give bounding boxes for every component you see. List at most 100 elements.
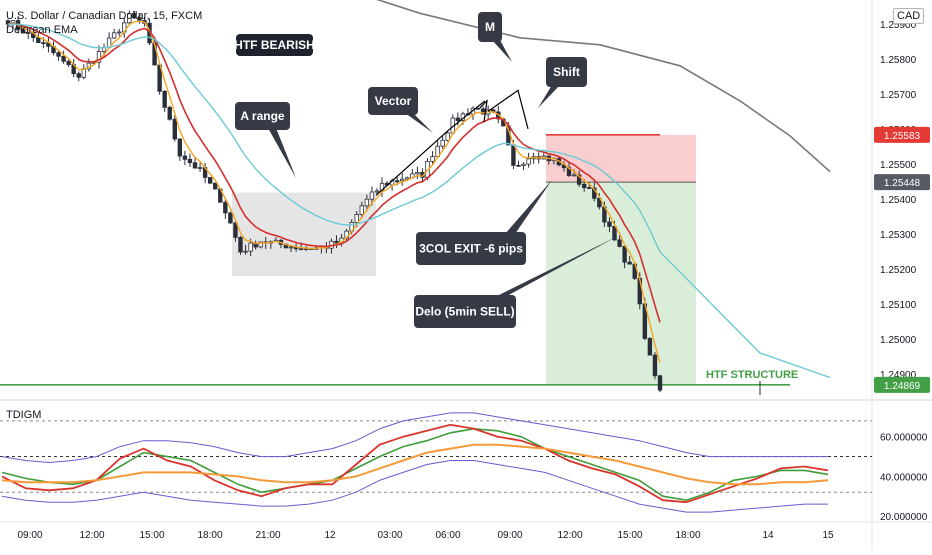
time-tick-label: 12: [324, 530, 336, 541]
price-tick-label: 1.25000: [880, 335, 917, 346]
candle-body: [576, 174, 582, 185]
price-tick-label: 1.25100: [880, 300, 917, 311]
sub-tick-label: 60.000000: [880, 433, 928, 444]
candle-body: [359, 205, 364, 215]
candle-body: [627, 261, 632, 265]
annotation-box: [416, 232, 526, 265]
candle-body: [223, 201, 228, 214]
time-tick-label: 06:00: [435, 530, 460, 541]
slow-ema-extension: [659, 251, 831, 379]
annotation-pointer: [505, 180, 552, 234]
annotation-pointer: [492, 40, 512, 62]
annotation-delo: Delo (5min SELL): [415, 305, 514, 319]
candle-body: [354, 214, 359, 223]
structure-price-tag-label: 1.24869: [884, 381, 921, 392]
candle-body: [394, 180, 400, 183]
stop-price-tag-label: 1.25583: [884, 131, 921, 142]
annotation-box: [546, 57, 587, 87]
candle-body: [415, 171, 420, 175]
candle-body: [26, 32, 31, 34]
red-ema-line: [7, 22, 661, 323]
candle-body: [607, 221, 612, 227]
annotation-shift: Shift: [553, 65, 580, 79]
candle-body: [96, 51, 102, 63]
annotation-vector: Vector: [375, 94, 412, 108]
currency-badge[interactable]: CAD: [893, 8, 925, 24]
time-tick-label: 09:00: [497, 530, 522, 541]
candle-body: [597, 197, 602, 208]
candle-body: [137, 17, 142, 21]
candle-body: [56, 52, 61, 57]
candle-body: [511, 144, 516, 166]
candle-body: [111, 32, 117, 39]
indicator-name: Delorean EMA: [6, 24, 78, 36]
annotation-pointer: [495, 236, 618, 297]
time-tick-label: 21:00: [255, 530, 280, 541]
time-tick-label: 12:00: [557, 530, 582, 541]
range-box: [232, 192, 376, 276]
annotation-htf-structure: HTF STRUCTURE: [706, 369, 798, 381]
candle-body: [41, 42, 46, 45]
candle-body: [405, 177, 410, 180]
candle-body: [440, 139, 445, 147]
annotation-pointer: [268, 128, 296, 178]
candle-body: [400, 178, 405, 182]
time-tick-label: 12:00: [79, 530, 104, 541]
price-tick-label: 1.25200: [880, 265, 917, 276]
candle-body: [76, 73, 81, 78]
candle-body: [526, 158, 531, 165]
price-tick-label: 1.25400: [880, 195, 917, 206]
candle-body: [521, 163, 526, 167]
sub-tick-label: 40.000000: [880, 472, 928, 483]
annotation-m: M: [485, 20, 495, 34]
candle-body: [612, 225, 617, 241]
price-tick-label: 1.25800: [880, 55, 917, 66]
candle-body: [288, 246, 294, 249]
candle-body: [652, 354, 658, 377]
time-tick-label: 15: [822, 530, 834, 541]
time-tick-label: 03:00: [377, 530, 402, 541]
candle-body: [182, 155, 188, 160]
candle-body: [238, 236, 243, 253]
entry-price-tag: [874, 174, 930, 191]
sub-tick-label: 20.000000: [880, 512, 928, 523]
chart-title: U.S. Dollar / Canadian Dollar, 15, FXCM: [6, 10, 203, 22]
annotation-box: [235, 102, 290, 130]
sub-upper-band: [1, 412, 828, 464]
candle-body: [455, 117, 461, 121]
candle-body: [622, 246, 627, 263]
price-tick-label: 1.24900: [880, 370, 917, 381]
candle-body: [364, 198, 370, 207]
candle-body: [233, 222, 238, 238]
time-tick-label: 18:00: [675, 530, 700, 541]
candle-body: [207, 177, 213, 184]
candle-body: [197, 167, 203, 169]
annotation-3col-exit: 3COL EXIT -6 pips: [419, 242, 523, 256]
candle-body: [167, 106, 172, 120]
candle-body: [581, 183, 587, 189]
candle-body: [516, 164, 521, 167]
candle-body: [298, 248, 304, 251]
chart-legend: U.S. Dollar / Canadian Dollar, 15, FXCM …: [6, 9, 202, 37]
structure-price-tag: [874, 376, 930, 393]
candle-body: [258, 241, 263, 248]
slow-ema-line: [7, 23, 661, 253]
candle-body: [213, 182, 218, 190]
annotation-pointer: [405, 113, 433, 133]
candle-body: [334, 240, 339, 244]
candle-body: [61, 55, 66, 62]
time-tick-label: 18:00: [197, 530, 222, 541]
sub-red-line: [1, 423, 829, 504]
candle-body: [127, 13, 132, 24]
price-tick-label: 1.25700: [880, 90, 917, 101]
price-tick-label: 1.25300: [880, 230, 917, 241]
m-pattern-line: [487, 89, 529, 130]
vector-arrow: [375, 100, 486, 196]
sub-orange-line: [1, 443, 829, 486]
candle-body: [617, 239, 622, 247]
candle-body: [430, 156, 435, 162]
annotation-pointer: [538, 85, 560, 108]
candle-body: [132, 13, 137, 19]
